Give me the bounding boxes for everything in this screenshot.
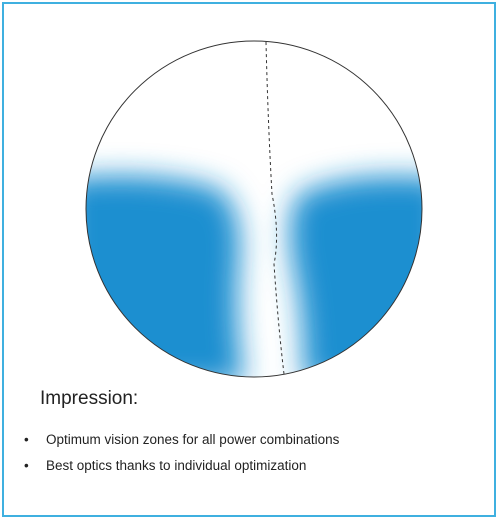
bullet: Best optics thanks to individual optimiz… [24,458,339,473]
progression-line [265,41,285,375]
zones [86,175,422,377]
heading: Impression: [40,388,139,409]
frame: Impression: Optimum vision zones for all… [2,2,496,517]
lens-outline [85,40,423,378]
lens-diagram [85,40,423,378]
bullet-list: Optimum vision zones for all power combi… [24,432,339,484]
bullet: Optimum vision zones for all power combi… [24,432,339,447]
